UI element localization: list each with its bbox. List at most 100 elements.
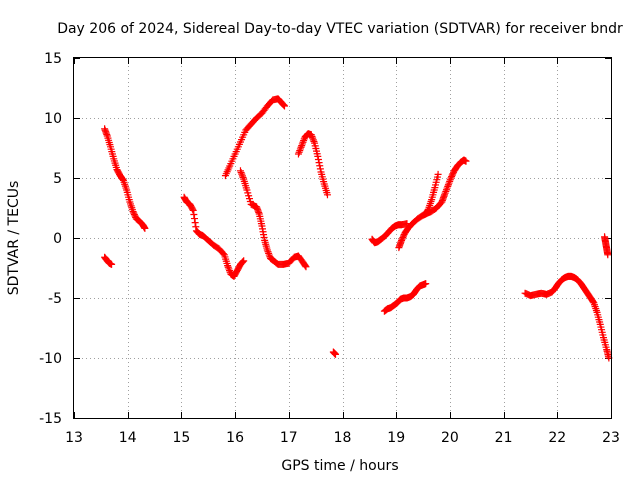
data-point <box>302 263 310 271</box>
series-seg7 <box>329 348 340 358</box>
data-point <box>301 262 309 270</box>
data-point <box>314 156 322 164</box>
series-seg1 <box>101 253 116 268</box>
data-point <box>263 246 271 254</box>
data-point <box>141 224 149 232</box>
data-point <box>279 101 287 109</box>
series-seg11 <box>380 280 430 315</box>
data-point <box>441 189 449 197</box>
data-point <box>226 267 234 275</box>
plot-frame <box>73 57 612 419</box>
data-point <box>224 262 232 270</box>
x-tick-label-13: 13 <box>65 430 83 446</box>
series-seg12 <box>521 272 613 362</box>
x-tick-label-19: 19 <box>387 430 405 446</box>
data-point <box>300 137 308 145</box>
y-tick-label--15: -15 <box>39 411 62 427</box>
data-point <box>310 138 318 146</box>
data-point <box>224 263 232 271</box>
data-point <box>422 280 430 288</box>
data-point <box>225 265 233 273</box>
data-point <box>237 168 245 176</box>
data-point <box>192 223 200 231</box>
x-tick-label-18: 18 <box>334 430 352 446</box>
data-point <box>443 184 451 192</box>
data-point <box>191 219 199 227</box>
data-point <box>298 142 306 150</box>
series-seg13 <box>601 233 612 259</box>
series-seg2 <box>101 125 149 232</box>
data-point <box>296 147 304 155</box>
series-seg8 <box>368 220 411 247</box>
data-point <box>314 152 322 160</box>
data-point <box>236 167 244 175</box>
y-tick-label--5: -5 <box>48 291 62 307</box>
data-point <box>332 350 340 358</box>
data-point <box>299 138 307 146</box>
data-point <box>446 176 454 184</box>
chart-title: Day 206 of 2024, Sidereal Day-to-day VTE… <box>57 21 623 37</box>
y-tick-label-0: 0 <box>53 231 62 247</box>
data-point <box>189 206 197 214</box>
x-tick-label-20: 20 <box>441 430 459 446</box>
data-point <box>604 251 612 259</box>
data-point <box>240 257 248 265</box>
data-point <box>238 258 246 266</box>
data-point <box>296 145 304 153</box>
data-point <box>280 101 288 109</box>
data-point <box>308 132 316 140</box>
data-point <box>446 177 454 185</box>
data-point <box>281 102 289 110</box>
data-point <box>323 191 331 199</box>
x-tick-labels: 13 14 15 16 17 18 19 20 21 22 23 <box>65 430 620 446</box>
data-point <box>295 148 303 156</box>
data-point <box>442 186 450 194</box>
data-point <box>108 260 116 268</box>
y-tick-label-5: 5 <box>53 171 62 187</box>
y-tick-label-10: 10 <box>44 111 62 127</box>
data-point <box>191 215 199 223</box>
data-point <box>434 170 442 178</box>
data-point <box>316 165 324 173</box>
data-point <box>462 157 470 165</box>
data-point <box>307 131 315 139</box>
x-tick-label-16: 16 <box>226 430 244 446</box>
x-tick-label-22: 22 <box>548 430 566 446</box>
data-point <box>294 150 302 158</box>
y-tick-labels: -15 -10 -5 0 5 10 15 <box>39 51 62 427</box>
data-point <box>442 187 450 195</box>
data-point <box>239 258 247 266</box>
data-point <box>316 162 324 170</box>
data-point <box>238 172 246 180</box>
data-point <box>444 181 452 189</box>
data-point <box>265 251 273 259</box>
data-point <box>265 249 273 257</box>
axis-ticks <box>74 58 612 419</box>
x-tick-label-17: 17 <box>280 430 298 446</box>
data-point <box>239 174 247 182</box>
data-point <box>445 179 453 187</box>
data-point <box>441 191 449 199</box>
data-point <box>315 159 323 167</box>
data-point <box>190 210 198 218</box>
series-seg5 <box>236 167 310 271</box>
data-point <box>309 136 317 144</box>
grid-lines <box>74 58 611 418</box>
x-tick-label-23: 23 <box>602 430 620 446</box>
data-point <box>264 248 272 256</box>
data-points <box>101 95 613 362</box>
data-point <box>309 134 317 142</box>
y-axis-label: SDTVAR / TECUs <box>6 181 22 296</box>
data-point <box>444 182 452 190</box>
y-tick-label--10: -10 <box>39 351 62 367</box>
data-point <box>219 250 227 258</box>
series-seg10 <box>422 156 470 218</box>
series-seg4 <box>221 95 289 180</box>
x-tick-label-15: 15 <box>172 430 190 446</box>
x-tick-label-21: 21 <box>495 430 513 446</box>
x-axis-label: GPS time / hours <box>281 458 398 474</box>
data-point <box>189 205 197 213</box>
x-tick-label-14: 14 <box>119 430 137 446</box>
y-tick-label-15: 15 <box>44 51 62 67</box>
